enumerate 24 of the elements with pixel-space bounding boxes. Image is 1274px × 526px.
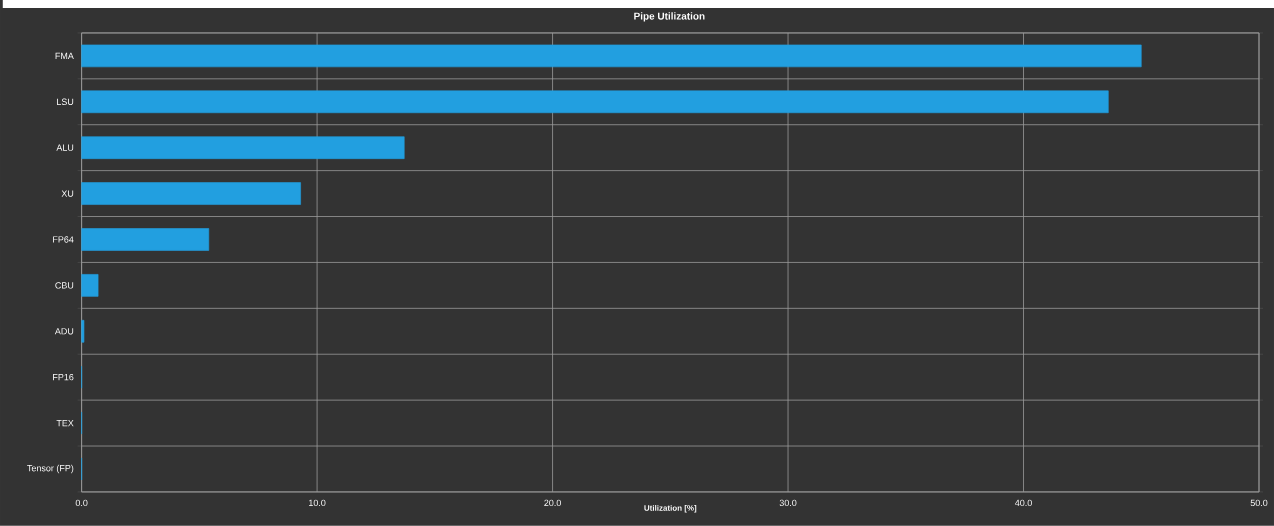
bar: [81, 228, 210, 251]
bar: [81, 44, 1142, 68]
y-tick-label: ALU: [56, 144, 74, 151]
x-tick-label: 30.0: [779, 499, 797, 507]
x-tick-label: 20.0: [544, 499, 561, 507]
bar: [81, 90, 1109, 114]
bar: [81, 320, 85, 343]
y-tick-label: ADU: [54, 328, 74, 335]
y-tick-label: Tensor (FP): [27, 464, 74, 474]
y-tick-label: FP16: [53, 374, 74, 381]
y-tick-label: FMA: [55, 52, 74, 60]
bar: [81, 136, 405, 160]
y-tick-label: TEX: [56, 420, 74, 427]
y-tick-label: CBU: [55, 282, 74, 289]
y-tick-label: XU: [61, 190, 74, 197]
x-tick-label: 10.0: [309, 499, 326, 507]
bar: [81, 182, 301, 205]
x-tick-label: 0.0: [75, 499, 88, 507]
y-tick-label: LSU: [57, 98, 74, 106]
y-tick-label: FP64: [53, 236, 74, 243]
x-tick-label: 40.0: [1014, 499, 1032, 507]
x-tick-label: 50.0: [1250, 499, 1268, 507]
chart-title: Pipe Utilization: [634, 12, 705, 22]
bar: [81, 274, 99, 297]
